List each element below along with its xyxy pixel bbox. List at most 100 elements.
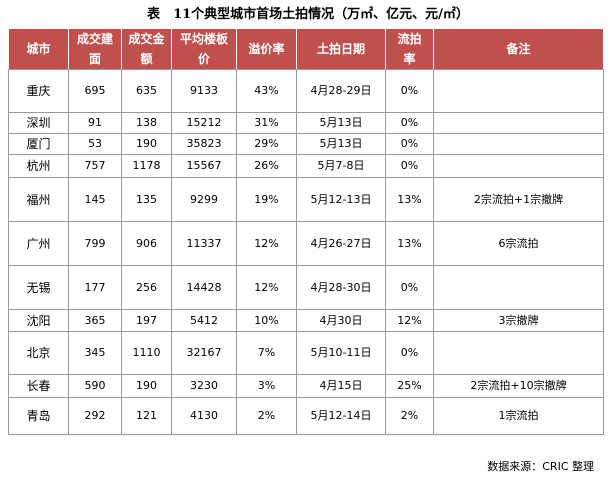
cell: 9299 [171, 177, 237, 222]
cell: 906 [121, 221, 172, 266]
source-note: 数据来源：CRIC 整理 [487, 460, 594, 473]
cell [433, 154, 604, 178]
city-cell: 福州 [8, 177, 69, 222]
cell: 12% [236, 221, 297, 266]
cell: 6宗流拍 [433, 221, 604, 266]
header-cell: 成交建面 [68, 28, 122, 70]
cell: 757 [68, 154, 122, 178]
cell: 11337 [171, 221, 237, 266]
cell: 32167 [171, 331, 237, 375]
cell: 190 [121, 374, 172, 398]
table-row: 杭州 757 1178 15567 26% 5月7-8日 0% [8, 154, 604, 178]
cell: 1宗流拍 [433, 397, 604, 435]
cell: 177 [68, 265, 122, 310]
table-row: 长春 590 190 3230 3% 4月15日 25% 2宗流拍+10宗撤牌 [8, 374, 604, 398]
header-cell: 城市 [8, 28, 69, 70]
cell: 0% [385, 69, 434, 113]
table-row: 福州 145 135 9299 19% 5月12-13日 13% 2宗流拍+1宗撤牌 [8, 177, 604, 222]
cell: 7% [236, 331, 297, 375]
cell: 15212 [171, 112, 237, 134]
cell: 0% [385, 154, 434, 178]
cell: 365 [68, 309, 122, 332]
cell: 4月26-27日 [296, 221, 386, 266]
data-table: 城市 成交建面 成交金额 平均楼板价 溢价率 土拍日期 流拍率 备注 重庆 695 635 9133… [8, 28, 604, 435]
cell [433, 331, 604, 375]
cell [433, 69, 604, 113]
cell: 1110 [121, 331, 172, 375]
cell: 3230 [171, 374, 237, 398]
cell: 29% [236, 133, 297, 155]
cell: 0% [385, 265, 434, 310]
cell: 0% [385, 133, 434, 155]
cell: 3% [236, 374, 297, 398]
cell: 15567 [171, 154, 237, 178]
cell: 12% [385, 309, 434, 332]
cell: 145 [68, 177, 122, 222]
cell: 10% [236, 309, 297, 332]
cell: 0% [385, 112, 434, 134]
cell: 2% [385, 397, 434, 435]
cell: 1178 [121, 154, 172, 178]
table-row: 北京 345 1110 32167 7% 5月10-11日 0% [8, 331, 604, 375]
city-cell: 长春 [8, 374, 69, 398]
table-row: 广州 799 906 11337 12% 4月26-27日 13% 6宗流拍 [8, 221, 604, 266]
header-cell: 备注 [433, 28, 604, 70]
cell: 0% [385, 331, 434, 375]
cell: 2% [236, 397, 297, 435]
cell: 4月28-29日 [296, 69, 386, 113]
header-cell: 溢价率 [236, 28, 297, 70]
cell: 19% [236, 177, 297, 222]
cell: 13% [385, 177, 434, 222]
cell: 695 [68, 69, 122, 113]
table-row: 深圳 91 138 15212 31% 5月13日 0% [8, 112, 604, 134]
city-cell: 深圳 [8, 112, 69, 134]
cell: 635 [121, 69, 172, 113]
header-row: 城市 成交建面 成交金额 平均楼板价 溢价率 土拍日期 流拍率 备注 [8, 28, 604, 70]
cell: 138 [121, 112, 172, 134]
cell: 590 [68, 374, 122, 398]
cell: 5月7-8日 [296, 154, 386, 178]
cell: 2宗流拍+1宗撤牌 [433, 177, 604, 222]
cell: 121 [121, 397, 172, 435]
cell: 190 [121, 133, 172, 155]
cell: 91 [68, 112, 122, 134]
cell [433, 265, 604, 310]
city-cell: 无锡 [8, 265, 69, 310]
header-cell: 流拍率 [385, 28, 434, 70]
cell: 26% [236, 154, 297, 178]
cell: 25% [385, 374, 434, 398]
cell: 5412 [171, 309, 237, 332]
cell [433, 133, 604, 155]
city-cell: 沈阳 [8, 309, 69, 332]
cell: 5月10-11日 [296, 331, 386, 375]
cell [433, 112, 604, 134]
cell: 799 [68, 221, 122, 266]
table-title: 表 11个典型城市首场土拍情况（万㎡、亿元、元/㎡） [147, 7, 469, 22]
cell: 53 [68, 133, 122, 155]
cell: 35823 [171, 133, 237, 155]
table-row: 无锡 177 256 14428 12% 4月28-30日 0% [8, 265, 604, 310]
header-cell: 成交金额 [121, 28, 172, 70]
cell: 14428 [171, 265, 237, 310]
city-cell: 北京 [8, 331, 69, 375]
cell: 31% [236, 112, 297, 134]
city-cell: 杭州 [8, 154, 69, 178]
city-cell: 厦门 [8, 133, 69, 155]
table-row: 重庆 695 635 9133 43% 4月28-29日 0% [8, 69, 604, 113]
cell: 345 [68, 331, 122, 375]
cell: 5月12-14日 [296, 397, 386, 435]
table-row: 青岛 292 121 4130 2% 5月12-14日 2% 1宗流拍 [8, 397, 604, 435]
cell: 2宗流拍+10宗撤牌 [433, 374, 604, 398]
cell: 5月13日 [296, 112, 386, 134]
cell: 3宗撤牌 [433, 309, 604, 332]
cell: 4130 [171, 397, 237, 435]
cell: 292 [68, 397, 122, 435]
cell: 13% [385, 221, 434, 266]
cell: 43% [236, 69, 297, 113]
city-cell: 重庆 [8, 69, 69, 113]
cell: 9133 [171, 69, 237, 113]
cell: 5月13日 [296, 133, 386, 155]
header-cell: 平均楼板价 [171, 28, 237, 70]
cell: 4月28-30日 [296, 265, 386, 310]
